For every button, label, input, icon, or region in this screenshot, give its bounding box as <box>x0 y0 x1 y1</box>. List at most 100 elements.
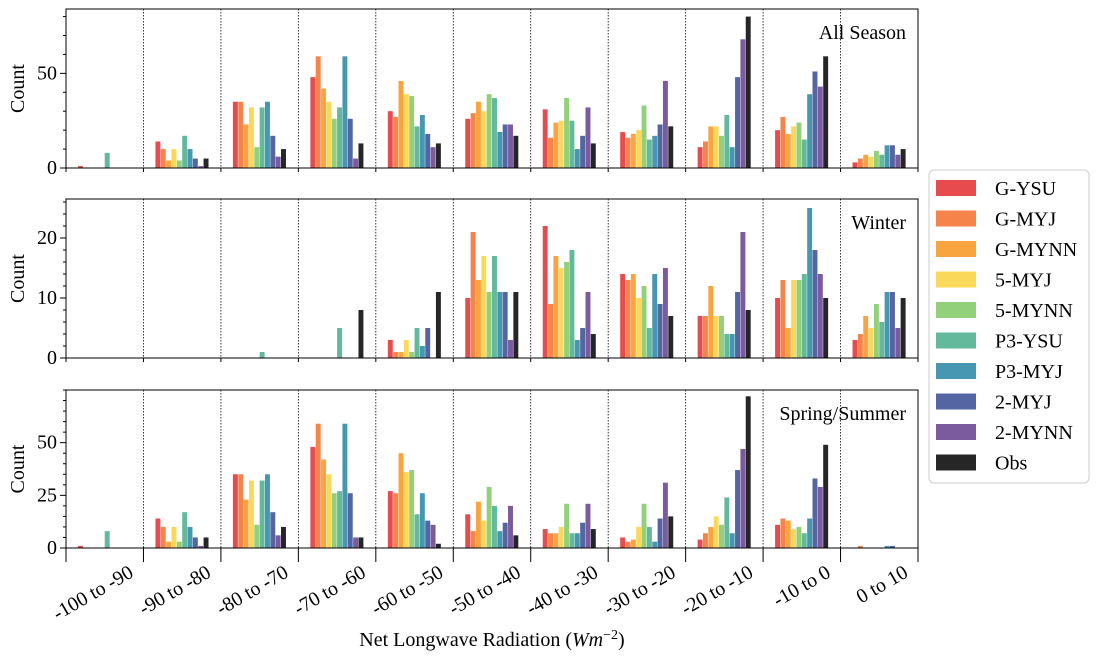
panel-winter: 0 10 20 Count Winter <box>7 198 919 369</box>
bar-spring-summer-2-myj-7 <box>580 522 586 548</box>
bar-all-season-p3-ysu-6 <box>492 97 497 168</box>
bar-spring-summer-5-mynn-4 <box>331 493 337 548</box>
bar-all-season-g-myj-10 <box>780 116 786 168</box>
panel-title: All Season <box>819 22 906 44</box>
bar-all-season-5-myj-10 <box>791 126 797 168</box>
panels-layer: 0 50 Count All Season 0 10 20 Count Winter 0 25 50 C… <box>7 8 919 562</box>
legend-label-2-mynn: 2-MYNN <box>995 422 1073 444</box>
bar-spring-summer-obs-9 <box>745 396 751 548</box>
legend-label-obs: Obs <box>995 453 1027 475</box>
bar-spring-summer-obs-4 <box>358 537 364 548</box>
bar-all-season-p3-myj-3 <box>264 101 270 168</box>
bar-all-season-g-ysu-2 <box>155 141 161 168</box>
bar-spring-summer-5-mynn-7 <box>564 503 570 548</box>
bar-spring-summer-2-mynn-2 <box>198 545 204 548</box>
bar-winter-2-mynn-6 <box>508 340 513 358</box>
bar-winter-p3-myj-5 <box>419 346 425 358</box>
bar-all-season-g-mynn-7 <box>553 122 559 168</box>
bar-spring-summer-p3-myj-8 <box>652 541 658 548</box>
bar-spring-summer-2-myj-5 <box>425 520 431 548</box>
legend: G-YSU G-MYJ G-MYNN 5-MYJ 5-MYNN P3-YSU P3-MYJ 2… <box>928 169 1090 484</box>
bar-all-season-5-mynn-3 <box>254 147 260 168</box>
bar-spring-summer-2-mynn-10 <box>817 486 823 548</box>
x-tick-label: 0 to 10 <box>853 561 912 608</box>
bar-spring-summer-g-myj-9 <box>702 533 708 548</box>
bar-all-season-2-mynn-9 <box>740 39 746 169</box>
legend-label-p3-myj: P3-MYJ <box>995 361 1063 383</box>
bar-winter-2-myj-7 <box>580 328 586 358</box>
y-tick-label: 10 <box>37 287 57 309</box>
bar-spring-summer-5-mynn-10 <box>796 526 802 548</box>
bar-spring-summer-p3-myj-7 <box>574 533 580 548</box>
bar-all-season-2-myj-5 <box>425 133 431 168</box>
bar-spring-summer-2-mynn-9 <box>740 448 746 548</box>
bar-winter-g-myj-5 <box>393 352 399 358</box>
bar-all-season-2-myj-2 <box>192 158 198 168</box>
legend-label-g-myj: G-MYJ <box>995 209 1056 231</box>
bar-spring-summer-g-ysu-9 <box>697 539 703 548</box>
bar-all-season-p3-myj-2 <box>187 149 193 168</box>
bar-all-season-5-mynn-6 <box>486 94 492 168</box>
bar-spring-summer-g-myj-3 <box>238 474 244 548</box>
bar-winter-obs-11 <box>900 298 906 358</box>
bar-spring-summer-g-ysu-3 <box>232 474 238 548</box>
bar-spring-summer-p3-ysu-6 <box>492 505 497 548</box>
bar-winter-g-mynn-8 <box>630 274 636 358</box>
bar-spring-summer-g-ysu-10 <box>775 524 781 548</box>
bar-all-season-p3-ysu-3 <box>259 107 265 168</box>
bar-winter-p3-ysu-4 <box>337 328 343 358</box>
bar-all-season-g-myj-6 <box>470 113 476 168</box>
bar-winter-p3-ysu-7 <box>569 250 575 358</box>
bar-spring-summer-obs-2 <box>203 537 209 548</box>
bar-all-season-p3-ysu-1 <box>104 152 110 168</box>
legend-swatch-g-myj <box>936 210 976 227</box>
bar-all-season-obs-6 <box>513 135 519 168</box>
bar-winter-g-mynn-11 <box>863 316 869 358</box>
bar-all-season-obs-10 <box>823 56 829 169</box>
bar-winter-2-myj-10 <box>812 250 818 358</box>
y-axis-title: Count <box>7 64 29 113</box>
x-tick-label: -40 to -30 <box>523 561 602 619</box>
bar-all-season-obs-5 <box>435 143 441 168</box>
bar-spring-summer-5-mynn-3 <box>254 524 260 548</box>
bar-all-season-5-myj-6 <box>481 111 487 168</box>
bar-all-season-obs-3 <box>281 149 286 168</box>
panel-all-season: 0 50 Count All Season <box>7 8 919 179</box>
bar-spring-summer-5-myj-7 <box>558 526 564 548</box>
bar-spring-summer-p3-myj-6 <box>497 531 503 548</box>
x-tick-label: -100 to -90 <box>49 561 137 624</box>
bar-all-season-g-ysu-11 <box>852 162 858 168</box>
bar-winter-5-myj-7 <box>558 268 564 358</box>
panel-frame <box>65 198 919 359</box>
panel-title: Winter <box>851 212 906 234</box>
bar-all-season-obs-4 <box>358 143 364 168</box>
bar-spring-summer-5-mynn-2 <box>176 541 182 548</box>
bar-all-season-p3-myj-11 <box>884 145 890 168</box>
bar-all-season-5-myj-2 <box>171 149 177 168</box>
bar-winter-g-myj-11 <box>857 334 863 358</box>
bar-spring-summer-2-myj-10 <box>812 478 818 548</box>
bar-spring-summer-obs-8 <box>668 516 674 548</box>
bar-spring-summer-p3-myj-9 <box>729 533 735 548</box>
bar-all-season-g-myj-11 <box>857 158 863 168</box>
bar-all-season-5-myj-8 <box>636 130 642 168</box>
bar-all-season-p3-ysu-4 <box>337 107 343 168</box>
bar-winter-5-mynn-11 <box>873 304 879 358</box>
bar-spring-summer-2-mynn-3 <box>275 535 281 548</box>
bar-all-season-2-mynn-10 <box>817 86 823 168</box>
x-tick-label: -10 to 0 <box>769 561 834 611</box>
y-tick-label: 20 <box>37 227 57 249</box>
bar-spring-summer-g-mynn-10 <box>785 520 791 548</box>
bar-all-season-p3-myj-9 <box>729 147 735 168</box>
bar-all-season-g-ysu-1 <box>78 166 83 168</box>
bar-spring-summer-p3-myj-10 <box>807 518 813 548</box>
bar-spring-summer-5-myj-6 <box>481 520 487 548</box>
x-axis-title-exponent: −2 <box>603 628 618 643</box>
bar-spring-summer-g-mynn-3 <box>243 499 249 548</box>
bar-all-season-2-myj-10 <box>812 71 818 168</box>
bar-spring-summer-5-myj-5 <box>403 472 409 548</box>
bar-spring-summer-p3-ysu-3 <box>259 480 265 548</box>
bar-all-season-p3-myj-8 <box>652 135 658 168</box>
bar-all-season-2-myj-6 <box>502 124 508 168</box>
legend-swatch-p3-ysu <box>936 332 976 349</box>
